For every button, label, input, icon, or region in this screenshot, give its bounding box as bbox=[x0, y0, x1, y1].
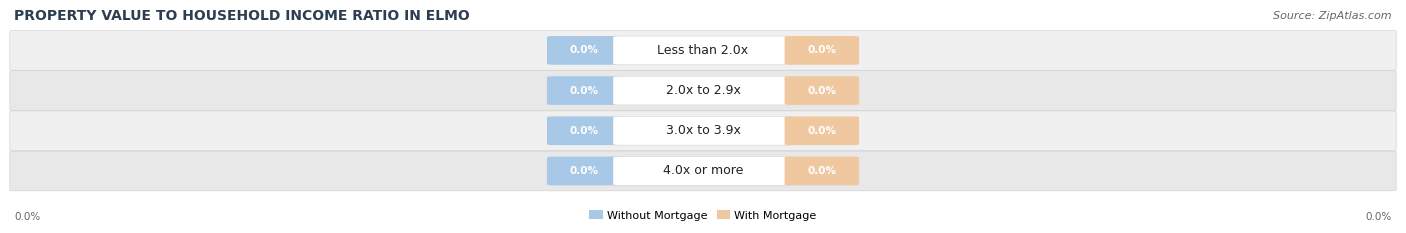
FancyBboxPatch shape bbox=[785, 116, 859, 145]
Text: 0.0%: 0.0% bbox=[807, 45, 837, 55]
Text: 0.0%: 0.0% bbox=[807, 166, 837, 176]
Legend: Without Mortgage, With Mortgage: Without Mortgage, With Mortgage bbox=[585, 206, 821, 225]
FancyBboxPatch shape bbox=[613, 76, 793, 105]
FancyBboxPatch shape bbox=[785, 36, 859, 65]
Text: Source: ZipAtlas.com: Source: ZipAtlas.com bbox=[1274, 11, 1392, 21]
FancyBboxPatch shape bbox=[547, 36, 621, 65]
FancyBboxPatch shape bbox=[547, 116, 621, 145]
FancyBboxPatch shape bbox=[785, 76, 859, 105]
Text: 0.0%: 0.0% bbox=[807, 126, 837, 136]
FancyBboxPatch shape bbox=[785, 157, 859, 185]
FancyBboxPatch shape bbox=[547, 157, 621, 185]
Text: 0.0%: 0.0% bbox=[1365, 212, 1392, 222]
Text: 2.0x to 2.9x: 2.0x to 2.9x bbox=[665, 84, 741, 97]
Text: 0.0%: 0.0% bbox=[807, 86, 837, 96]
FancyBboxPatch shape bbox=[613, 36, 793, 65]
FancyBboxPatch shape bbox=[613, 116, 793, 145]
Text: 3.0x to 3.9x: 3.0x to 3.9x bbox=[665, 124, 741, 137]
Text: 0.0%: 0.0% bbox=[569, 126, 599, 136]
Text: 0.0%: 0.0% bbox=[14, 212, 41, 222]
FancyBboxPatch shape bbox=[613, 157, 793, 185]
Text: PROPERTY VALUE TO HOUSEHOLD INCOME RATIO IN ELMO: PROPERTY VALUE TO HOUSEHOLD INCOME RATIO… bbox=[14, 9, 470, 23]
Text: 0.0%: 0.0% bbox=[569, 166, 599, 176]
Text: Less than 2.0x: Less than 2.0x bbox=[658, 44, 748, 57]
FancyBboxPatch shape bbox=[547, 76, 621, 105]
FancyBboxPatch shape bbox=[10, 151, 1396, 191]
Text: 4.0x or more: 4.0x or more bbox=[662, 164, 744, 178]
FancyBboxPatch shape bbox=[10, 71, 1396, 110]
FancyBboxPatch shape bbox=[10, 111, 1396, 151]
FancyBboxPatch shape bbox=[10, 31, 1396, 70]
Text: 0.0%: 0.0% bbox=[569, 45, 599, 55]
Text: 0.0%: 0.0% bbox=[569, 86, 599, 96]
